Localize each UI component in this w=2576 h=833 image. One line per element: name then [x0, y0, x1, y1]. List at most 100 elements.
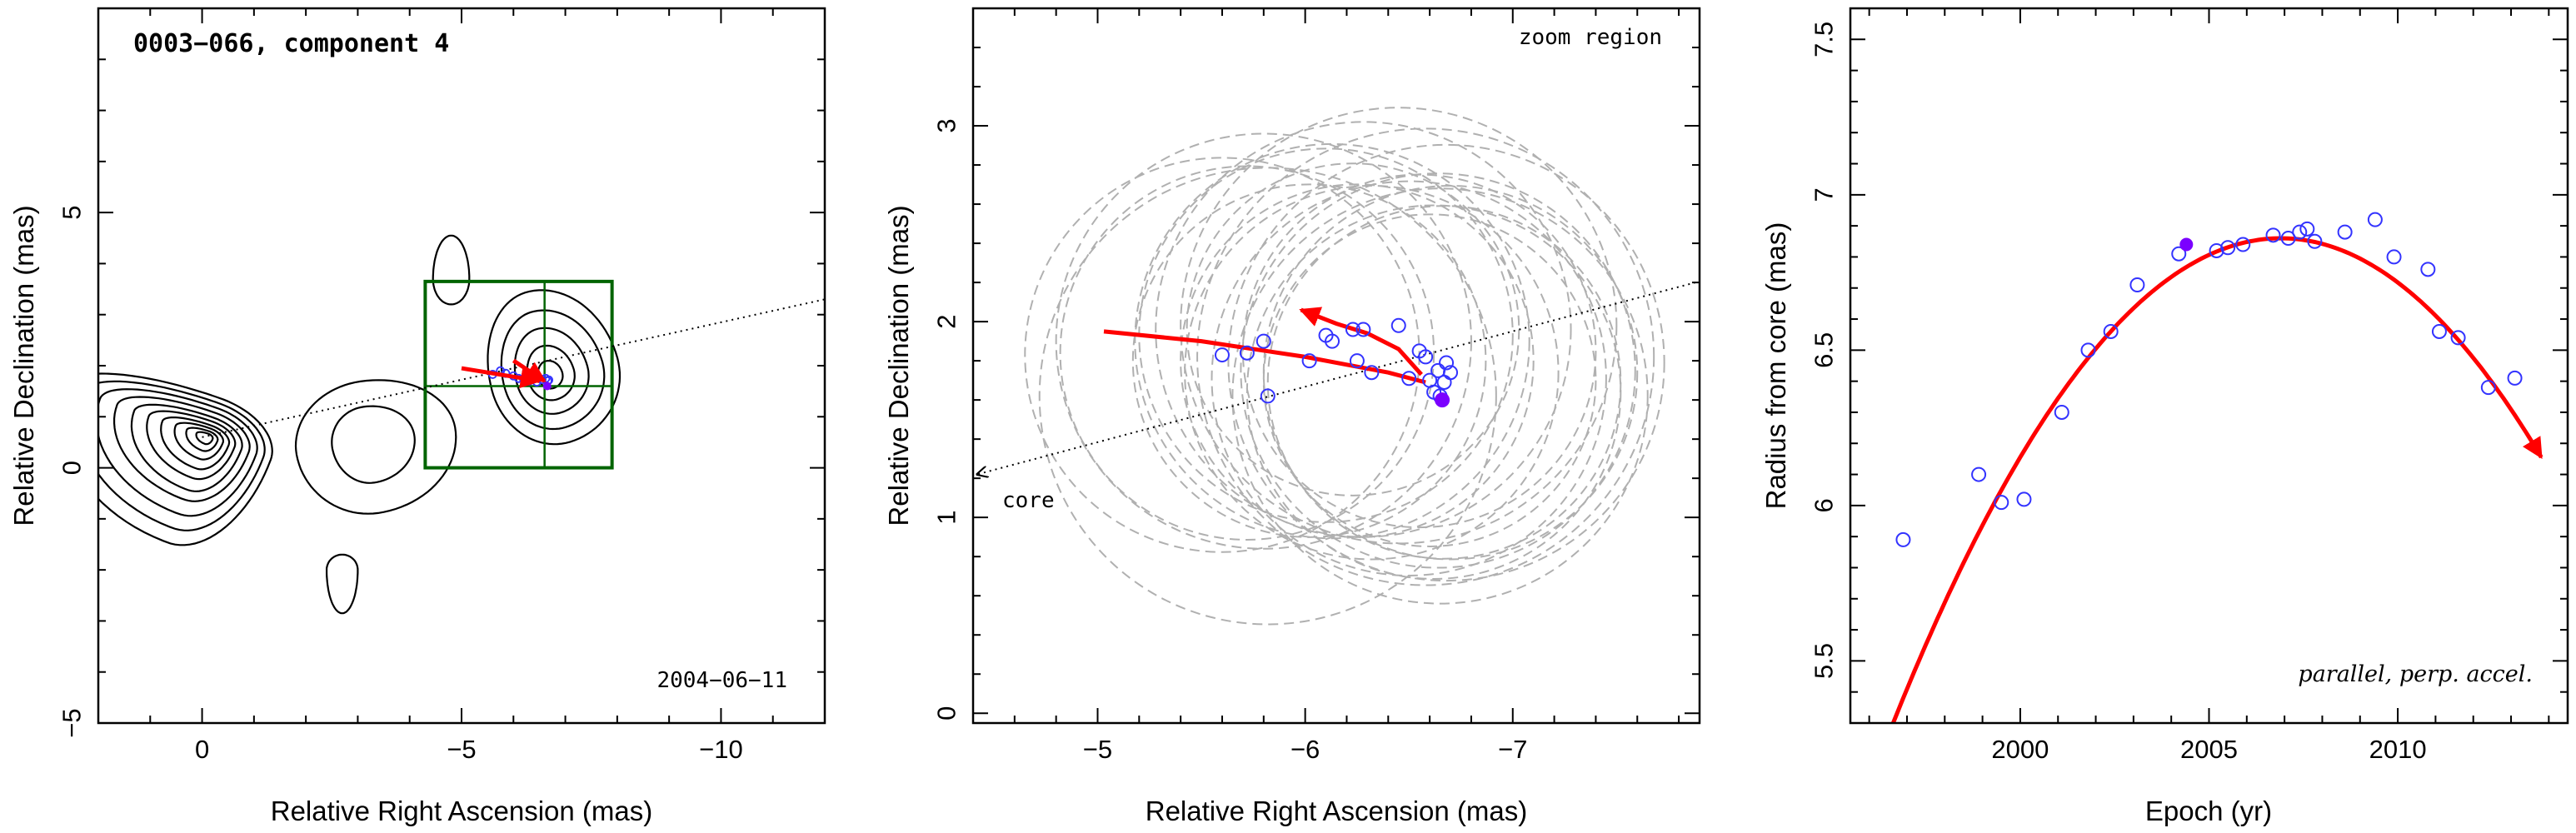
data-point	[1895, 531, 1911, 547]
contour-line	[98, 388, 258, 517]
data-point	[2307, 233, 2323, 249]
contour-line	[98, 380, 266, 531]
contour-line	[113, 396, 251, 502]
x-tick-label: −7	[1498, 735, 1527, 764]
contour-line	[500, 309, 606, 431]
x-tick-label: 2010	[2369, 735, 2427, 764]
x-tick-label: 2005	[2180, 735, 2238, 764]
data-point	[2129, 277, 2145, 293]
data-point	[2209, 242, 2224, 258]
panel-zoom-region: −5 −6 −7 0 1 2 3 zoom region core Relative Rig…	[883, 7, 1701, 826]
y-tick-label: 6	[1810, 498, 1839, 512]
y-tick-label: 0	[57, 461, 87, 475]
x-tick-label: −5	[1083, 735, 1112, 764]
panel-radius-vs-epoch: 2000 2005 2010 5.5 6 6.5 7 7.5 parallel, perp. …	[1760, 7, 2569, 826]
contour-line	[173, 421, 224, 461]
core-direction-arrow	[977, 282, 1696, 474]
contour-line	[146, 410, 237, 481]
panel1-annotation: 2004−06−11	[656, 668, 787, 693]
beam-circle	[1241, 173, 1597, 529]
component-point	[1349, 353, 1365, 369]
data-point	[2016, 491, 2032, 507]
beam-circle	[1180, 183, 1535, 538]
data-point	[2431, 323, 2447, 339]
data-point	[2367, 212, 2383, 227]
panel2-ticks	[972, 7, 1700, 723]
x-tick-label: 0	[195, 735, 209, 764]
data-point	[2507, 370, 2523, 386]
panel-contour-map: 0 −5 −10 −5 0 5 0003−066, component 4 2004−06…	[8, 7, 826, 826]
panel3-marks	[1890, 212, 2544, 723]
data-point	[2171, 246, 2187, 262]
data-point	[2299, 221, 2315, 237]
component-point	[1345, 322, 1360, 337]
beam-circles	[1024, 107, 1665, 626]
acceleration-arrow	[1299, 307, 1423, 377]
x-tick-label: −10	[699, 735, 743, 764]
y-tick-label: −5	[57, 708, 87, 737]
contour-line	[331, 405, 416, 484]
data-point	[1971, 466, 1987, 482]
component-point	[1418, 349, 1434, 365]
y-tick-label: 5	[57, 206, 87, 220]
panel1-marks	[202, 298, 825, 438]
y-tick-label: 5.5	[1810, 643, 1839, 679]
contour-line	[294, 379, 457, 515]
panel1-x-axis-label: Relative Right Ascension (mas)	[271, 796, 653, 826]
highlight-point	[2179, 237, 2194, 252]
zoom-box	[423, 279, 614, 470]
data-point	[2220, 240, 2236, 256]
panel3-y-axis-label: Radius from core (mas)	[1760, 222, 1791, 510]
contour-group	[98, 234, 622, 615]
y-tick-label: 7	[1810, 187, 1839, 202]
panel1-y-axis-label: Relative Declination (mas)	[8, 205, 39, 526]
data-point	[2420, 262, 2436, 277]
panel2-y-axis-label: Relative Declination (mas)	[883, 205, 914, 526]
y-tick-label: 6.5	[1810, 332, 1839, 368]
highlight-point	[1435, 392, 1450, 408]
data-point	[2235, 237, 2251, 252]
panel3-tick-labels: 2000 2005 2010 5.5 6 6.5 7 7.5	[1810, 22, 2427, 764]
contour-line	[195, 431, 214, 446]
data-point	[2337, 224, 2353, 240]
component-point	[1301, 353, 1317, 369]
data-point	[2450, 330, 2466, 346]
contour-line	[513, 327, 590, 415]
data-point	[2386, 249, 2402, 265]
beam-circle	[1240, 172, 1636, 569]
fit-curve	[1890, 236, 2544, 723]
highlight-point	[542, 382, 552, 391]
panel2-x-axis-label: Relative Right Ascension (mas)	[1146, 796, 1528, 826]
data-point	[2265, 227, 2281, 243]
data-point	[2280, 231, 2296, 247]
panel1-ticks	[97, 7, 826, 724]
component-point	[1256, 333, 1271, 349]
beam-circle	[1227, 143, 1665, 582]
component-point	[1364, 365, 1380, 381]
contour-line	[130, 403, 243, 492]
component-point	[1325, 333, 1340, 349]
contour-line	[160, 416, 231, 471]
component-point	[1390, 317, 1406, 333]
panel2-marks	[977, 282, 1696, 474]
panel3-ticks	[1850, 7, 2568, 724]
core-label: core	[1002, 488, 1055, 513]
y-tick-label: 7.5	[1810, 22, 1839, 57]
panel1-title: 0003−066, component 4	[133, 29, 449, 58]
component-point	[1439, 355, 1455, 371]
panel2-frame	[971, 7, 1701, 725]
y-tick-label: 1	[932, 511, 961, 525]
component-point	[1443, 365, 1459, 381]
component-point	[1214, 347, 1230, 363]
x-tick-label: 2000	[1991, 735, 2049, 764]
trajectory-arrow	[512, 358, 547, 383]
beam-circle	[1186, 162, 1520, 496]
panel3-frame	[1849, 7, 2569, 725]
beam-circle	[1138, 147, 1514, 523]
beam-circle	[1266, 205, 1622, 560]
beam-circle	[1038, 167, 1497, 626]
data-point	[1994, 495, 2009, 511]
component-point	[1401, 371, 1417, 387]
y-tick-label: 0	[932, 706, 961, 721]
component-point	[1355, 322, 1371, 337]
